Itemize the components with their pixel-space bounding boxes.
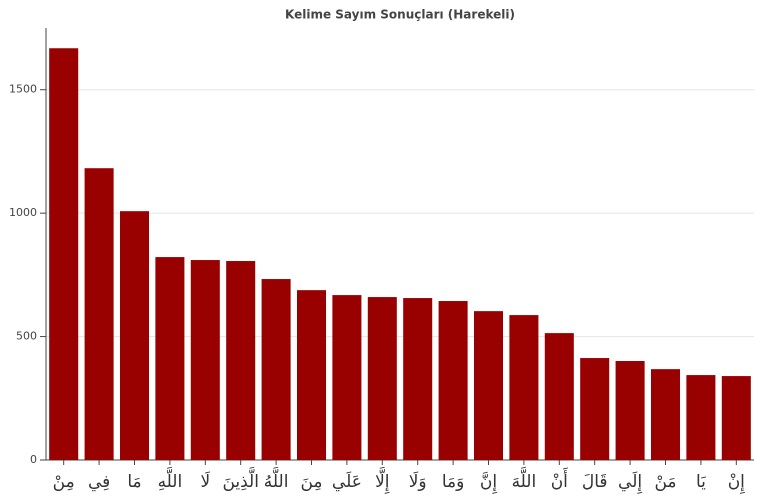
bar (261, 279, 291, 460)
x-tick-label: الَّذِينَ (222, 466, 259, 492)
x-tick-label: وَلَا (409, 470, 427, 492)
bar (438, 301, 468, 460)
bar (119, 211, 150, 460)
bar (473, 311, 504, 460)
x-tick-label: لَا (200, 470, 210, 492)
y-tick-label: 0 (30, 453, 37, 466)
bar (49, 48, 79, 461)
x-tick-label: فِي (88, 472, 110, 492)
bar (580, 358, 610, 460)
bar (615, 361, 645, 460)
bar (544, 333, 574, 460)
bar (650, 369, 681, 460)
x-tick-label: أَنْ (551, 467, 569, 492)
x-tick-label: قَالَ (582, 472, 608, 492)
x-tick-label: يَا (696, 472, 706, 492)
y-tick-label: 1000 (9, 206, 37, 219)
x-tick-label: مِنْ (53, 472, 75, 492)
x-tick-label: مِنَ (300, 472, 322, 492)
x-tick-label: اللَّهُ (264, 466, 289, 492)
bar (509, 315, 539, 460)
x-tick-label: اللَّهِ (158, 466, 183, 492)
bar (332, 295, 362, 460)
bar (155, 257, 185, 460)
bar (226, 261, 256, 460)
bar (84, 168, 114, 461)
bar (721, 376, 751, 460)
x-tick-label: اللَّهَ (512, 466, 537, 492)
x-tick-label: عَلَي (332, 470, 362, 492)
x-tick-label: إِلَي (618, 470, 642, 494)
x-tick-label: مَا (127, 472, 141, 492)
bar (296, 290, 327, 460)
y-tick-label: 1500 (9, 83, 37, 96)
x-tick-label: وَمَا (442, 472, 465, 492)
x-tick-label: إِنَّ (480, 472, 498, 495)
chart-title: Kelime Sayım Sonuçları (Harekeli) (285, 8, 515, 22)
x-tick-label: مَنْ (654, 472, 676, 492)
x-tick-label: إِنْ (728, 472, 746, 495)
y-tick-label: 500 (16, 330, 37, 343)
bar (367, 297, 397, 460)
x-tick-label: إِلَّا (375, 466, 390, 494)
bar (686, 375, 716, 460)
bar (190, 260, 220, 460)
bar (403, 298, 433, 460)
